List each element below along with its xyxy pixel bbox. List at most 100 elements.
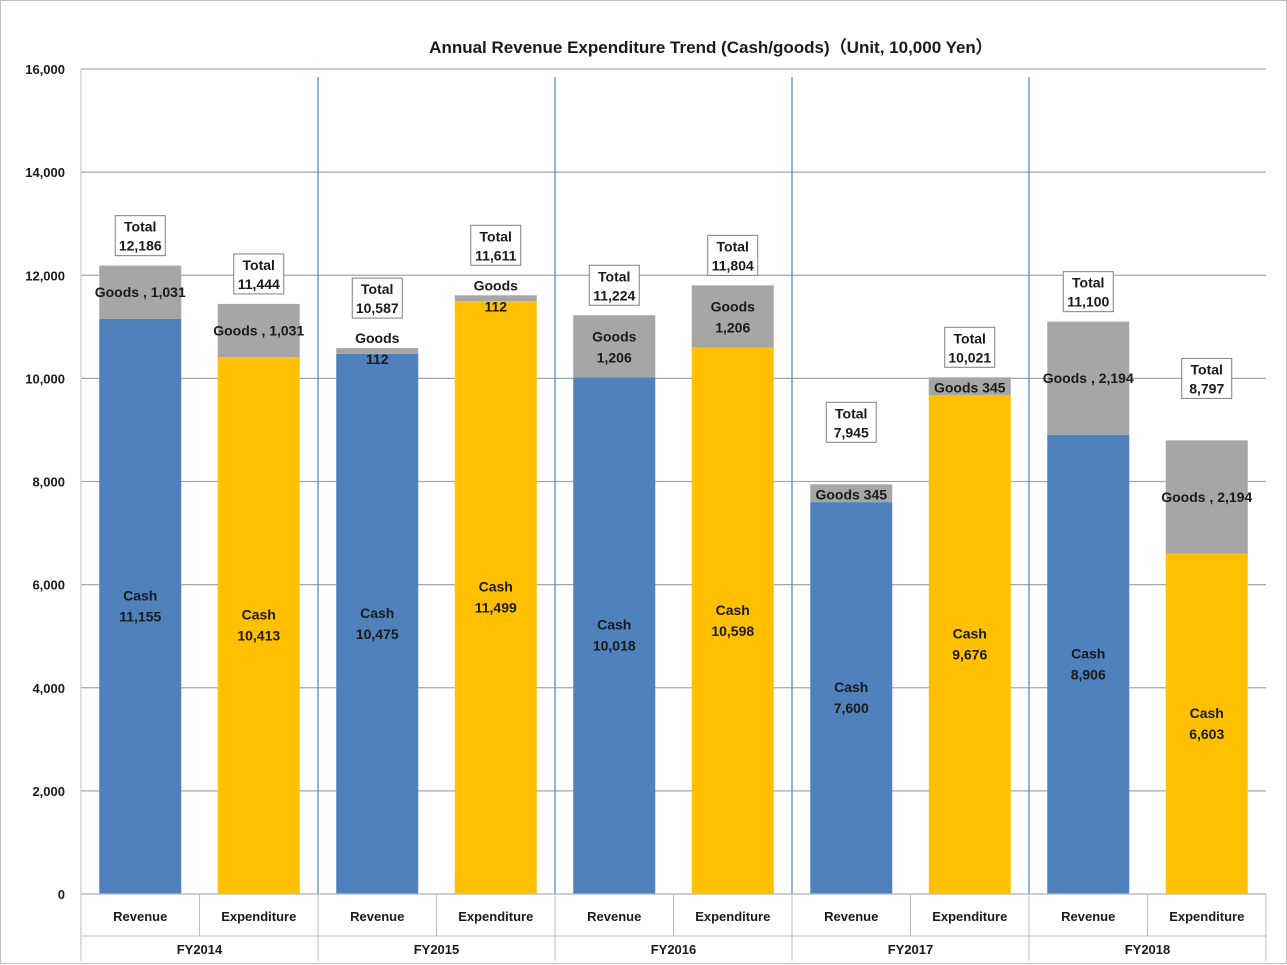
x-category-label: Expenditure bbox=[932, 909, 1007, 924]
cash-data-label: 11,499 bbox=[475, 600, 517, 616]
total-data-label: 7,945 bbox=[834, 424, 869, 440]
y-tick-label: 2,000 bbox=[32, 784, 65, 799]
total-label-box bbox=[470, 224, 522, 266]
bar-cash-segment bbox=[928, 395, 1011, 894]
x-group-label: FY2014 bbox=[177, 942, 223, 957]
cash-data-label: 10,598 bbox=[711, 623, 754, 639]
bar-goods-segment bbox=[810, 484, 893, 503]
total-data-label: 11,100 bbox=[1067, 294, 1109, 310]
x-category-label: Revenue bbox=[824, 909, 878, 924]
cash-data-label: Cash bbox=[242, 607, 276, 623]
x-category-label: Revenue bbox=[587, 909, 641, 924]
bar-cash-segment bbox=[1047, 434, 1130, 894]
total-data-label: Total bbox=[361, 281, 393, 297]
chart-title: Annual Revenue Expenditure Trend (Cash/g… bbox=[429, 37, 993, 57]
cash-data-label: 9,676 bbox=[952, 647, 987, 663]
bar-goods-segment bbox=[573, 315, 656, 378]
data-labels: Cash 11,155 Goods , 1,031 Total 12,186 Cash 10… bbox=[95, 215, 1252, 742]
y-tick-label: 8,000 bbox=[32, 475, 65, 490]
y-tick-label: 10,000 bbox=[25, 371, 65, 386]
cash-data-label: 10,413 bbox=[237, 628, 280, 644]
goods-data-label: 1,206 bbox=[597, 349, 632, 365]
bar-cash-segment bbox=[454, 301, 537, 894]
bar-goods-segment bbox=[454, 295, 537, 302]
goods-data-label: Goods bbox=[355, 330, 400, 346]
x-category-label: Revenue bbox=[350, 909, 404, 924]
goods-data-label: Goods 345 bbox=[934, 379, 1006, 395]
bar-cash-segment bbox=[99, 318, 182, 894]
y-tick-label: 0 bbox=[58, 887, 65, 902]
total-data-label: Total bbox=[717, 238, 749, 254]
total-data-label: Total bbox=[1072, 275, 1104, 291]
x-category-label: Expenditure bbox=[221, 909, 296, 924]
total-data-label: 10,587 bbox=[356, 300, 399, 316]
bar-cash-segment bbox=[691, 347, 774, 894]
cash-data-label: 8,906 bbox=[1071, 666, 1106, 682]
total-data-label: Total bbox=[598, 268, 630, 284]
x-group-label: FY2015 bbox=[414, 942, 460, 957]
goods-data-label: Goods , 2,194 bbox=[1161, 489, 1252, 505]
bar-cash-segment bbox=[1165, 553, 1248, 894]
y-tick-label: 6,000 bbox=[32, 578, 65, 593]
bars bbox=[99, 265, 1248, 894]
x-category-label: Expenditure bbox=[695, 909, 770, 924]
goods-data-label: Goods 345 bbox=[815, 486, 887, 502]
total-label-box bbox=[588, 264, 640, 306]
total-data-label: Total bbox=[1191, 361, 1223, 377]
bar-goods-segment bbox=[99, 265, 182, 319]
total-label-box bbox=[1062, 271, 1114, 313]
group-separators bbox=[317, 77, 1030, 894]
cash-data-label: Cash bbox=[1071, 645, 1105, 661]
x-category-label: Revenue bbox=[1061, 909, 1115, 924]
bar-goods-segment bbox=[1165, 440, 1248, 554]
x-group-label: FY2018 bbox=[1125, 942, 1171, 957]
cash-data-label: Cash bbox=[479, 579, 513, 595]
total-data-label: 8,797 bbox=[1189, 380, 1224, 396]
cash-data-label: Cash bbox=[834, 679, 868, 695]
x-category-label: Revenue bbox=[113, 909, 167, 924]
goods-data-label: 1,206 bbox=[715, 319, 750, 335]
total-label-box bbox=[114, 215, 166, 257]
total-label-box bbox=[1181, 357, 1233, 399]
cash-data-label: Cash bbox=[1190, 705, 1224, 721]
total-data-label: Total bbox=[835, 405, 867, 421]
cash-data-label: Cash bbox=[123, 587, 157, 603]
total-data-label: 11,224 bbox=[593, 287, 635, 303]
cash-data-label: Cash bbox=[716, 602, 750, 618]
total-label-box bbox=[825, 401, 877, 443]
total-data-label: 11,804 bbox=[712, 257, 754, 273]
cash-data-label: Cash bbox=[953, 626, 987, 642]
y-tick-label: 16,000 bbox=[25, 62, 65, 77]
goods-data-label: Goods , 2,194 bbox=[1043, 370, 1134, 386]
cash-data-label: 11,155 bbox=[119, 608, 161, 624]
x-category-label: Expenditure bbox=[1169, 909, 1244, 924]
total-data-label: Total bbox=[243, 257, 275, 273]
goods-data-label: 112 bbox=[366, 351, 389, 367]
total-data-label: 12,186 bbox=[119, 238, 162, 254]
goods-data-label: 112 bbox=[484, 298, 507, 314]
cash-data-label: 10,475 bbox=[356, 626, 399, 642]
bar-cash-segment bbox=[573, 377, 656, 894]
bar-goods-segment bbox=[1047, 321, 1130, 435]
x-axis: FY2014 Revenue Expenditure FY2015 Revenue Exp… bbox=[80, 893, 1267, 961]
total-label-box bbox=[944, 326, 996, 368]
goods-data-label: Goods bbox=[592, 328, 637, 344]
bar-goods-segment bbox=[928, 377, 1011, 396]
cash-data-label: 10,018 bbox=[593, 638, 636, 654]
goods-data-label: Goods bbox=[474, 277, 519, 293]
bar-goods-segment bbox=[336, 348, 419, 354]
bar-goods-segment bbox=[691, 285, 774, 348]
total-data-label: Total bbox=[124, 219, 156, 235]
cash-data-label: Cash bbox=[360, 605, 394, 621]
bar-cash-segment bbox=[217, 357, 300, 894]
total-label-box bbox=[351, 277, 403, 319]
total-label-box bbox=[707, 234, 759, 276]
goods-data-label: Goods , 1,031 bbox=[213, 322, 304, 338]
bar-goods-segment bbox=[217, 303, 300, 358]
x-category-label: Expenditure bbox=[458, 909, 533, 924]
total-data-label: 11,611 bbox=[475, 247, 516, 263]
bar-cash-segment bbox=[336, 353, 419, 894]
total-data-label: Total bbox=[954, 330, 986, 346]
bar-cash-segment bbox=[810, 502, 893, 894]
